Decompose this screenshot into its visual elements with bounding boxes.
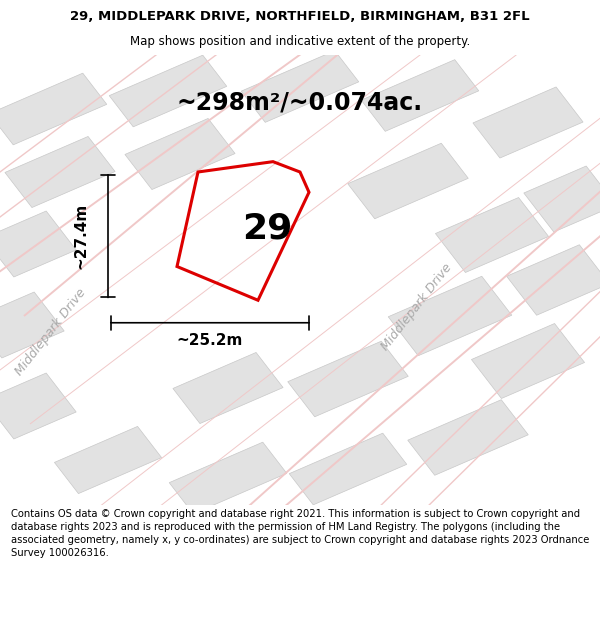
Text: Map shows position and indicative extent of the property.: Map shows position and indicative extent… [130, 35, 470, 48]
Text: ~27.4m: ~27.4m [74, 203, 89, 269]
Polygon shape [289, 433, 407, 505]
Text: Contains OS data © Crown copyright and database right 2021. This information is : Contains OS data © Crown copyright and d… [11, 509, 589, 558]
Text: 29, MIDDLEPARK DRIVE, NORTHFIELD, BIRMINGHAM, B31 2FL: 29, MIDDLEPARK DRIVE, NORTHFIELD, BIRMIN… [70, 10, 530, 23]
Polygon shape [361, 59, 479, 131]
Polygon shape [524, 166, 600, 232]
Text: Middlepark Drive: Middlepark Drive [13, 286, 89, 378]
Polygon shape [241, 51, 359, 122]
Polygon shape [288, 341, 408, 417]
Polygon shape [473, 87, 583, 158]
Text: ~298m²/~0.074ac.: ~298m²/~0.074ac. [177, 90, 423, 114]
Polygon shape [348, 143, 468, 219]
Polygon shape [55, 426, 161, 494]
Polygon shape [169, 442, 287, 514]
Polygon shape [506, 245, 600, 315]
Polygon shape [109, 55, 227, 127]
Polygon shape [0, 211, 76, 277]
Polygon shape [472, 324, 584, 399]
Polygon shape [388, 276, 512, 356]
Polygon shape [0, 373, 76, 439]
Polygon shape [125, 119, 235, 189]
Polygon shape [408, 400, 528, 475]
Polygon shape [0, 292, 64, 358]
Polygon shape [173, 352, 283, 424]
Polygon shape [5, 136, 115, 208]
Polygon shape [436, 198, 548, 272]
Text: ~25.2m: ~25.2m [177, 333, 243, 348]
Text: 29: 29 [242, 211, 292, 245]
Polygon shape [0, 73, 107, 145]
Text: Middlepark Drive: Middlepark Drive [379, 261, 455, 353]
